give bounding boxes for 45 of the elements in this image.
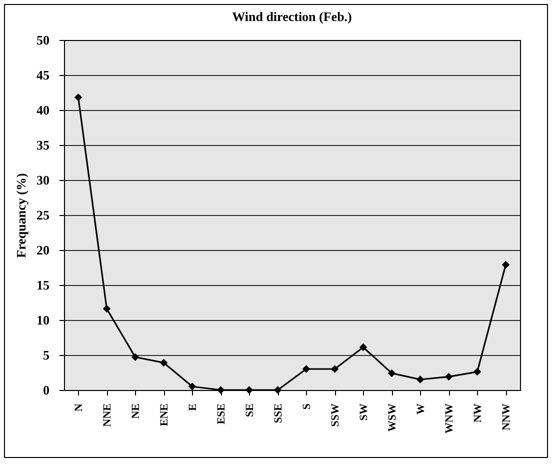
point [473, 368, 482, 376]
point [74, 94, 82, 102]
point [274, 386, 282, 394]
y-tick-label: 25 [36, 208, 50, 222]
point [245, 386, 254, 394]
point [188, 382, 196, 390]
point [416, 376, 424, 384]
point [502, 260, 510, 269]
x-tick-label: WNW [443, 404, 456, 434]
y-tick-label: 35 [36, 138, 50, 152]
x-tick-label: W [414, 404, 427, 414]
x-tick-label: SSE [272, 404, 284, 424]
x-tick-label: S [300, 404, 313, 410]
y-tick-label: 20 [36, 242, 50, 258]
x-tick-label: N [72, 403, 85, 412]
y-tick-label: 50 [36, 32, 50, 48]
y-axis-title: Frequancy (%) [14, 173, 28, 258]
point [359, 343, 368, 352]
x-tick-label: SE [244, 404, 256, 417]
x-tick-label: WSW [386, 404, 398, 432]
x-tick-label: ESE [215, 404, 228, 424]
y-tick-label: 5 [43, 348, 50, 362]
y-tick-label: 15 [36, 278, 50, 292]
point [216, 386, 225, 394]
x-tick-label: NNW [500, 404, 512, 430]
x-tick-label: SW [358, 404, 370, 421]
x-tick-label: SSW [329, 404, 342, 427]
chart-title: Wind direction (Feb.) [232, 9, 352, 24]
point [302, 365, 310, 373]
x-tick-label: NE [130, 404, 142, 419]
x-tick-label: E [186, 404, 199, 411]
y-tick-label: 30 [36, 172, 50, 188]
y-tick-label: 45 [36, 68, 50, 82]
y-tick-label: 0 [43, 382, 50, 398]
point [330, 365, 339, 373]
point [388, 369, 396, 378]
point [160, 358, 168, 367]
x-tick-label: NNE [101, 404, 114, 427]
y-tick-label: 10 [36, 312, 50, 328]
y-tick-label: 40 [36, 102, 50, 118]
x-tick-label: NW [472, 404, 484, 422]
point [131, 353, 140, 361]
point [444, 372, 453, 381]
point [102, 304, 111, 313]
x-tick-label: ENE [158, 404, 170, 426]
